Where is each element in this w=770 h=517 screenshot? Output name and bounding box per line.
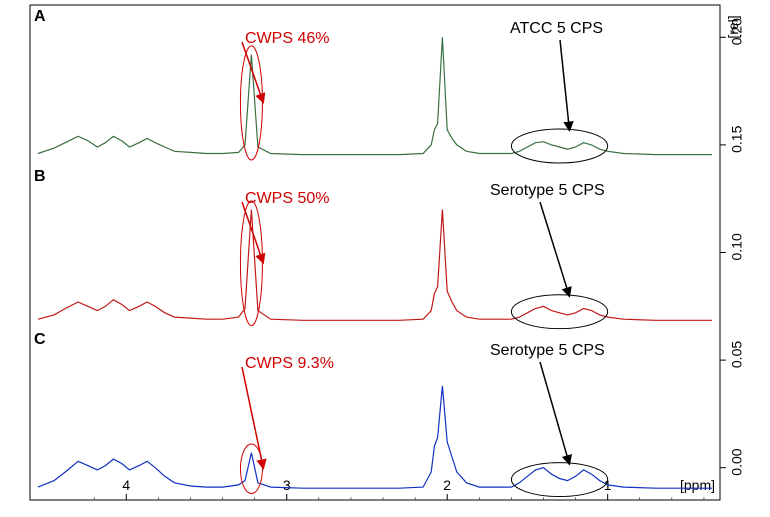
chart-svg: 1234[ppm]0.000.050.100.150.20[rel] [0,0,770,517]
cwps-label-a: CWPS 46% [245,30,329,48]
panel-label-a: A [34,8,46,26]
cwps-label-c: CWPS 9.3% [245,355,334,373]
cps-ellipse-c [511,463,607,497]
plot-frame [30,5,720,500]
y-tick-label: 0.15 [729,125,745,152]
cwps-arrow-c [242,367,263,469]
cps-label-b: Serotype 5 CPS [490,182,605,200]
cwps-label-b: CWPS 50% [245,190,329,208]
y-tick-label: 0.00 [729,448,745,475]
cps-arrow-b [540,202,570,297]
panel-label-c: C [34,331,46,349]
spectrum-a [38,37,712,154]
cwps-arrow-b [242,202,263,263]
cwps-ellipse-b [240,201,262,326]
panel-label-b: B [34,168,46,186]
cps-label-c: Serotype 5 CPS [490,342,605,360]
y-tick-label: 0.05 [729,341,745,368]
cps-arrow-c [540,362,570,465]
nmr-spectra-figure: 1234[ppm]0.000.050.100.150.20[rel] A B C… [0,0,770,517]
spectrum-b [38,210,712,321]
x-tick-label: 2 [443,477,451,493]
cps-arrow-a [560,40,570,131]
cps-label-a: ATCC 5 CPS [510,20,603,38]
cwps-arrow-a [242,42,263,103]
spectrum-c [38,386,712,488]
y-tick-label: 0.10 [729,233,745,260]
x-tick-label: 4 [122,477,130,493]
y-axis-label: [rel] [725,15,741,38]
x-tick-label: 3 [283,477,291,493]
x-axis-label: [ppm] [680,477,715,493]
